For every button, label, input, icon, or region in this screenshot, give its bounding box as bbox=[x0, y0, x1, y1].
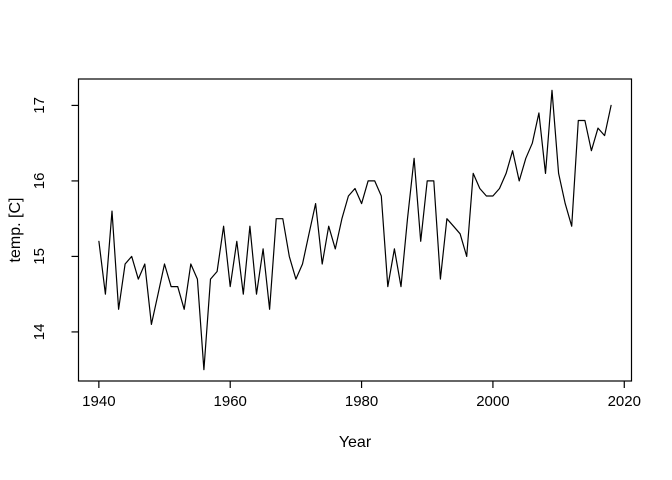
y-axis-tick-label: 17 bbox=[31, 97, 48, 114]
y-axis-tick-label: 14 bbox=[31, 324, 48, 341]
x-axis: 1940 1960 1980 2000 2020 bbox=[82, 381, 641, 410]
y-axis: 14 15 16 17 bbox=[31, 97, 79, 340]
x-axis-tick-label: 2000 bbox=[476, 393, 509, 410]
x-axis-tick-label: 1940 bbox=[82, 393, 115, 410]
y-axis-tick-label: 16 bbox=[31, 173, 48, 190]
y-axis-title: temp. [C] bbox=[7, 198, 24, 263]
x-axis-tick-label: 1960 bbox=[214, 393, 247, 410]
x-axis-title: Year bbox=[339, 434, 372, 451]
plot-frame bbox=[77, 78, 633, 382]
x-axis-tick-label: 1980 bbox=[345, 393, 378, 410]
y-axis-tick-label: 15 bbox=[31, 248, 48, 265]
x-axis-tick-label: 2020 bbox=[608, 393, 641, 410]
temperature-line bbox=[98, 89, 612, 371]
